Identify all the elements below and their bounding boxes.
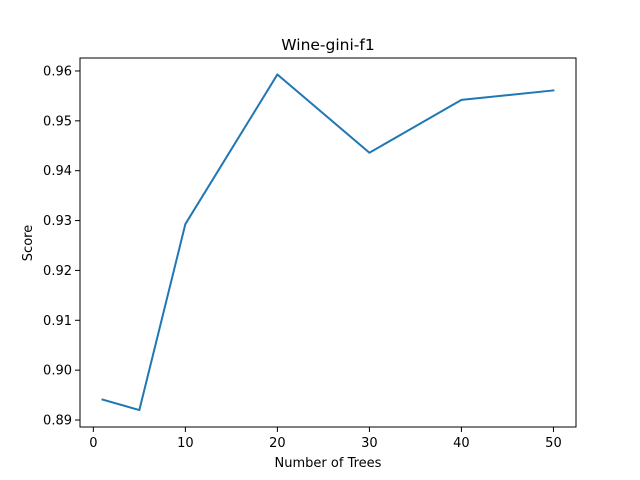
chart-title: Wine-gini-f1	[281, 36, 374, 54]
x-tick-label: 50	[545, 436, 562, 451]
y-axis-label: Score	[21, 225, 36, 261]
x-tick-label: 20	[269, 436, 286, 451]
y-tick-label: 0.92	[43, 264, 72, 279]
x-tick-label: 10	[177, 436, 194, 451]
y-tick-label: 0.89	[43, 414, 72, 429]
y-tick-label: 0.91	[43, 314, 72, 329]
y-tick-label: 0.95	[43, 114, 72, 129]
x-axis-label: Number of Trees	[275, 456, 382, 471]
y-tick-label: 0.93	[43, 214, 72, 229]
plot-area: 0 10 20 30 40 50 0.89 0.90 0.91 0.92 0.93 0.94 0.95 0…	[43, 57, 577, 451]
x-tick-label: 40	[453, 436, 470, 451]
y-tick-label: 0.96	[43, 64, 72, 79]
x-tick-label: 0	[89, 436, 97, 451]
y-tick-label: 0.90	[43, 364, 72, 379]
y-tick-label: 0.94	[43, 164, 72, 179]
x-tick-label: 30	[361, 436, 378, 451]
series-line-0	[101, 73, 555, 412]
plot-frame	[79, 57, 577, 428]
